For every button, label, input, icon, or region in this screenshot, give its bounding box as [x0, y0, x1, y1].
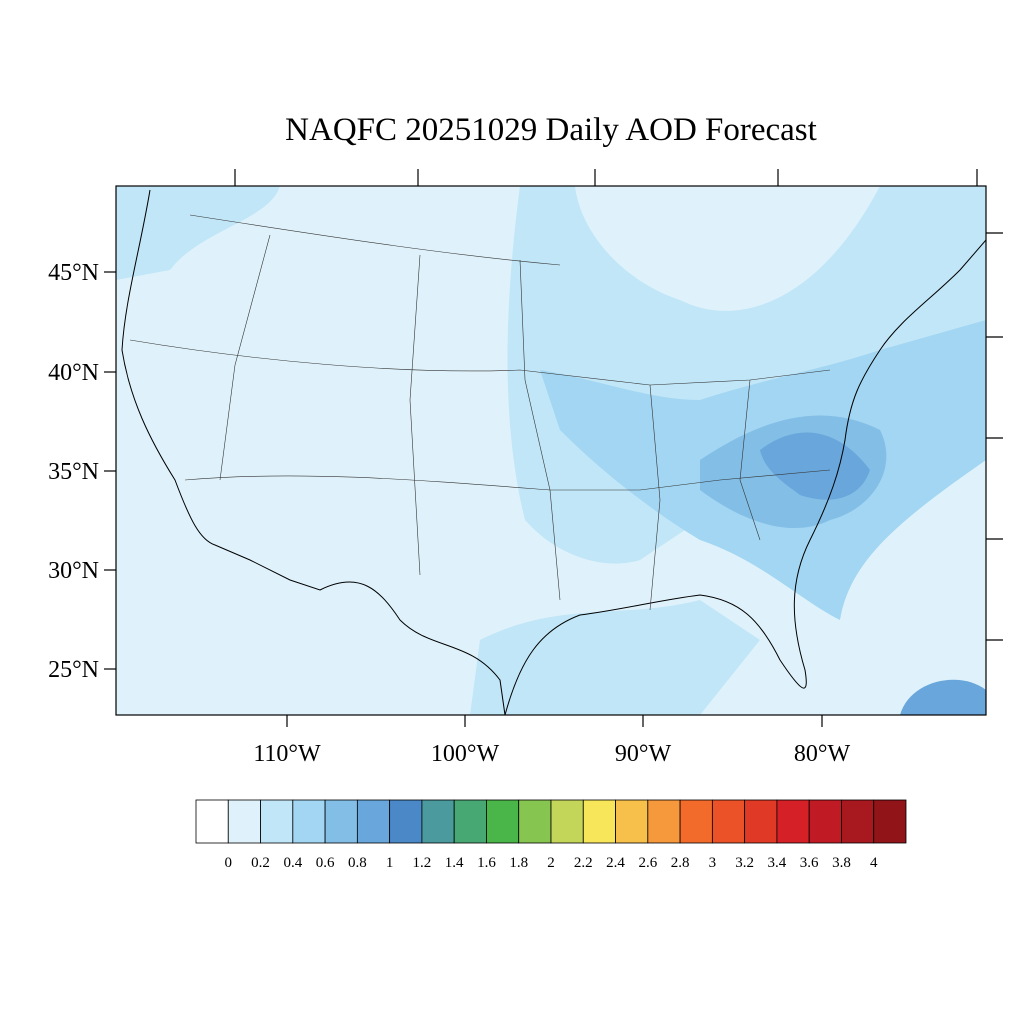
- lon-label: 110°W: [253, 741, 321, 767]
- colorbar-label: 2.8: [671, 855, 690, 871]
- lat-label: 25°N: [48, 657, 99, 683]
- colorbar-box: [356, 799, 391, 844]
- colorbar-box: [486, 799, 520, 844]
- colorbar-box: [292, 799, 326, 844]
- colorbar-box: [711, 799, 746, 844]
- aod-region: [116, 186, 280, 280]
- aod-region: [900, 679, 986, 715]
- map: [116, 186, 986, 715]
- colorbar-box: [421, 799, 455, 844]
- colorbar-label: 4: [870, 855, 878, 871]
- colorbar-box: [453, 799, 487, 844]
- colorbar-label: 2: [547, 855, 555, 871]
- axis-labels: 45°N 40°N 35°N 30°N 25°N 110°W 100°W 90°W 80°W: [48, 260, 850, 767]
- colorbar-label: 1.8: [509, 855, 528, 871]
- colorbar-box: [550, 799, 584, 844]
- coastlines: [121, 189, 986, 715]
- colorbar-box: [227, 799, 261, 844]
- colorbar-label: 0.8: [348, 855, 367, 871]
- colorbar-box: [324, 799, 358, 844]
- colorbar-label: 0.4: [283, 855, 302, 871]
- colorbar-box: [873, 799, 907, 844]
- borders: [129, 214, 831, 611]
- lat-label: 30°N: [48, 558, 99, 584]
- colorbar-box: [518, 799, 552, 844]
- colorbar-box: [808, 799, 842, 844]
- map-ticks: [104, 169, 1003, 727]
- title: NAQFC 20251029 Daily AOD Forecast: [285, 112, 817, 148]
- colorbar-label: 3.4: [768, 855, 787, 871]
- lon-label: 90°W: [615, 741, 672, 767]
- colorbar-label: 3: [709, 855, 717, 871]
- colorbar-label: 1.2: [413, 855, 432, 871]
- colorbar-box: [389, 799, 423, 844]
- colorbar-label: 3.6: [800, 855, 819, 871]
- colorbar-box: [260, 799, 294, 844]
- colorbar-label: 1: [386, 855, 394, 871]
- lat-label: 35°N: [48, 459, 99, 485]
- colorbar-box: [744, 799, 778, 844]
- aod-region: [760, 432, 870, 500]
- colorbar-label: 0.6: [316, 855, 335, 871]
- lon-label: 80°W: [794, 741, 851, 767]
- lon-label: 100°W: [431, 741, 500, 767]
- colorbar-label: 2.2: [574, 855, 593, 871]
- colorbar-label: 0: [225, 855, 233, 871]
- colorbar-box: [841, 799, 875, 844]
- colorbar-label: 3.8: [832, 855, 851, 871]
- colorbar-label: 1.6: [477, 855, 496, 871]
- colorbar-box: [647, 799, 681, 844]
- colorbar: 0 0.2 0.4 0.6 0.8 1 1.2 1.4 1.6 1.8 2 2.2 2.4 2.6 2.8 3…: [195, 799, 907, 871]
- colorbar-label: 2.6: [638, 855, 657, 871]
- aod-region: [470, 600, 760, 715]
- colorbar-box: [582, 799, 616, 844]
- colorbar-box: [679, 799, 713, 844]
- colorbar-box: [195, 799, 229, 844]
- lat-label: 40°N: [48, 360, 99, 386]
- colorbar-box: [776, 799, 810, 844]
- colorbar-box: [615, 799, 649, 844]
- lat-label: 45°N: [48, 260, 99, 286]
- colorbar-label: 2.4: [606, 855, 625, 871]
- colorbar-label: 0.2: [251, 855, 270, 871]
- colorbar-label: 3.2: [735, 855, 754, 871]
- colorbar-label: 1.4: [445, 855, 464, 871]
- map-frame: [115, 185, 987, 716]
